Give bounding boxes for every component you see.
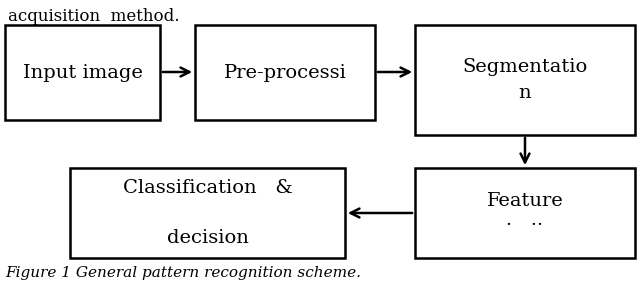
- Text: Figure 1 General pattern recognition scheme.: Figure 1 General pattern recognition sch…: [5, 266, 361, 280]
- Bar: [5, 25, 160, 120]
- Text: Classification   &

decision: Classification & decision: [123, 179, 292, 247]
- Text: Input image: Input image: [22, 64, 143, 81]
- Text: Segmentatio
n: Segmentatio n: [462, 59, 588, 101]
- Bar: [415, 168, 635, 258]
- Bar: [195, 25, 375, 120]
- Bar: [415, 25, 635, 135]
- Bar: [70, 168, 345, 258]
- Text: Feature
·   ··: Feature · ··: [486, 192, 563, 234]
- Text: acquisition  method.: acquisition method.: [8, 8, 179, 25]
- Text: Pre-processi: Pre-processi: [223, 64, 346, 81]
